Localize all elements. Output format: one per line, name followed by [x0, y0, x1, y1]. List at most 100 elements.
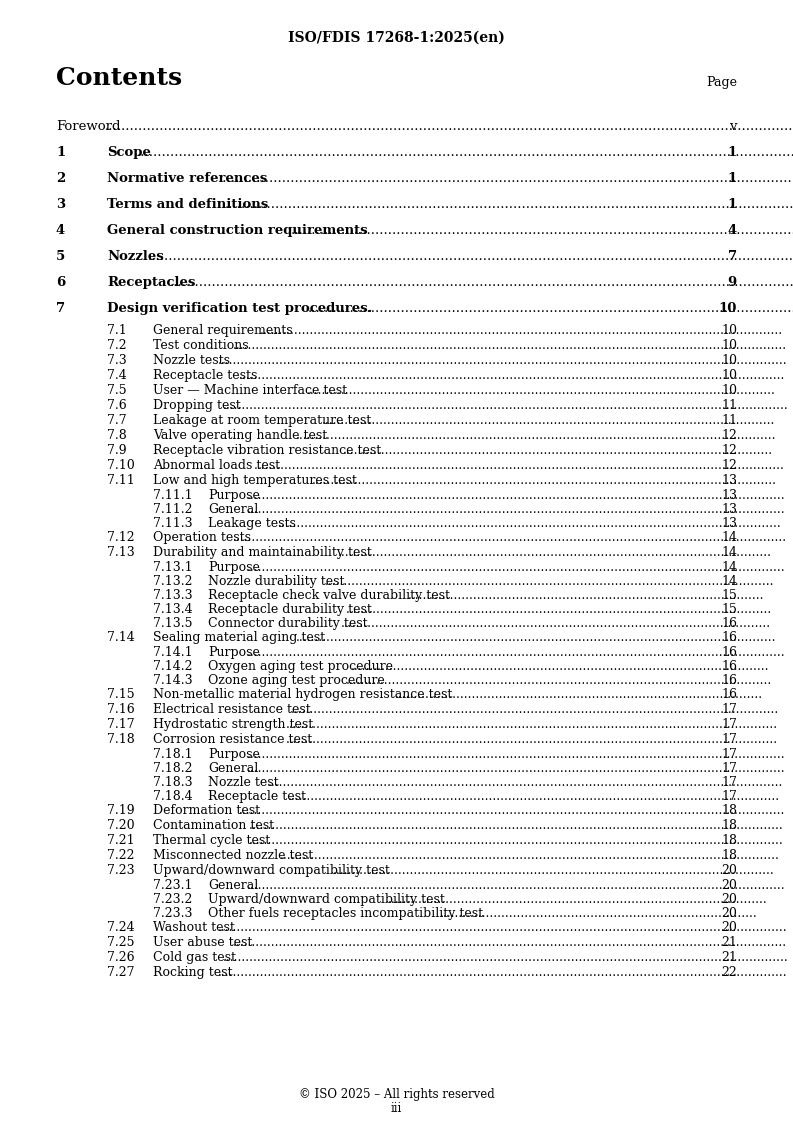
- Text: 20: 20: [721, 907, 737, 920]
- Text: 7.27: 7.27: [107, 966, 135, 980]
- Text: 1: 1: [56, 146, 65, 159]
- Text: Purpose: Purpose: [208, 489, 260, 502]
- Text: 7.24: 7.24: [107, 921, 135, 934]
- Text: 7.14.1: 7.14.1: [153, 646, 193, 659]
- Text: ................................................................................: ........................................…: [291, 703, 779, 716]
- Text: 15: 15: [721, 589, 737, 603]
- Text: Dropping test: Dropping test: [153, 399, 241, 412]
- Text: 13: 13: [721, 503, 737, 516]
- Text: 7.13.5: 7.13.5: [153, 617, 193, 629]
- Text: 17: 17: [721, 790, 737, 803]
- Text: General: General: [208, 503, 259, 516]
- Text: 18: 18: [721, 834, 737, 847]
- Text: Receptacles: Receptacles: [107, 276, 195, 289]
- Text: 7.9: 7.9: [107, 444, 127, 457]
- Text: 7.18.4: 7.18.4: [153, 790, 193, 803]
- Text: 7.14.2: 7.14.2: [153, 660, 193, 673]
- Text: 7: 7: [56, 302, 65, 315]
- Text: 20: 20: [721, 893, 737, 905]
- Text: ................................................................................: ........................................…: [170, 276, 793, 289]
- Text: 12: 12: [721, 429, 737, 442]
- Text: 14: 14: [721, 546, 737, 559]
- Text: Nozzles: Nozzles: [107, 250, 163, 263]
- Text: 16: 16: [721, 688, 737, 701]
- Text: 7.23.1: 7.23.1: [153, 879, 193, 892]
- Text: 7.3: 7.3: [107, 355, 127, 367]
- Text: ................................................................................: ........................................…: [395, 688, 763, 701]
- Text: ................................................................................: ........................................…: [147, 250, 793, 263]
- Text: iii: iii: [391, 1102, 402, 1115]
- Text: ................................................................................: ........................................…: [247, 561, 785, 574]
- Text: ................................................................................: ........................................…: [259, 324, 783, 337]
- Text: ................................................................................: ........................................…: [136, 146, 793, 159]
- Text: ................................................................................: ........................................…: [312, 473, 776, 487]
- Text: Scope: Scope: [107, 146, 151, 159]
- Text: ................................................................................: ........................................…: [247, 762, 785, 775]
- Text: ................................................................................: ........................................…: [247, 489, 785, 502]
- Text: ................................................................................: ........................................…: [343, 444, 773, 457]
- Text: 7.25: 7.25: [107, 936, 135, 949]
- Text: 4: 4: [728, 224, 737, 237]
- Text: 17: 17: [721, 776, 737, 789]
- Text: 7.1: 7.1: [107, 324, 127, 337]
- Text: Cold gas test: Cold gas test: [153, 951, 236, 964]
- Text: ................................................................................: ........................................…: [247, 503, 785, 516]
- Text: ................................................................................: ........................................…: [217, 355, 787, 367]
- Text: ISO/FDIS 17268-1:2025(en): ISO/FDIS 17268-1:2025(en): [288, 31, 505, 45]
- Text: 7.11.3: 7.11.3: [153, 517, 193, 530]
- Text: 21: 21: [721, 936, 737, 949]
- Text: 4: 4: [56, 224, 65, 237]
- Text: 14: 14: [721, 561, 737, 574]
- Text: 7.12: 7.12: [107, 531, 135, 544]
- Text: Electrical resistance test: Electrical resistance test: [153, 703, 311, 716]
- Text: 20: 20: [721, 864, 737, 877]
- Text: Receptacle vibration resistance test: Receptacle vibration resistance test: [153, 444, 381, 457]
- Text: ................................................................................: ........................................…: [346, 603, 772, 616]
- Text: 17: 17: [721, 748, 737, 761]
- Text: 10: 10: [721, 324, 737, 337]
- Text: 7.2: 7.2: [107, 339, 127, 352]
- Text: 20: 20: [721, 879, 737, 892]
- Text: Abnormal loads test: Abnormal loads test: [153, 459, 280, 472]
- Text: Misconnected nozzle test: Misconnected nozzle test: [153, 849, 313, 862]
- Text: User abuse test: User abuse test: [153, 936, 252, 949]
- Text: General: General: [208, 762, 259, 775]
- Text: ................................................................................: ........................................…: [285, 718, 778, 732]
- Text: Sealing material aging test: Sealing material aging test: [153, 631, 325, 644]
- Text: Connector durability test: Connector durability test: [208, 617, 368, 629]
- Text: Upward/downward compatibility test: Upward/downward compatibility test: [153, 864, 390, 877]
- Text: 16: 16: [721, 631, 737, 644]
- Text: 7.11: 7.11: [107, 473, 135, 487]
- Text: ................................................................................: ........................................…: [247, 879, 785, 892]
- Text: ................................................................................: ........................................…: [439, 907, 757, 920]
- Text: ................................................................................: ........................................…: [332, 864, 774, 877]
- Text: ................................................................................: ........................................…: [285, 733, 778, 746]
- Text: ................................................................................: ........................................…: [340, 617, 771, 629]
- Text: Operation tests: Operation tests: [153, 531, 251, 544]
- Text: 9: 9: [728, 276, 737, 289]
- Text: 3: 3: [56, 197, 65, 211]
- Text: ................................................................................: ........................................…: [308, 302, 793, 315]
- Text: 7.13.2: 7.13.2: [153, 574, 193, 588]
- Text: 15: 15: [721, 603, 737, 616]
- Text: 1: 1: [728, 197, 737, 211]
- Text: 7.20: 7.20: [107, 819, 135, 833]
- Text: 10: 10: [721, 384, 737, 397]
- Text: 7.19: 7.19: [107, 804, 135, 817]
- Text: Upward/downward compatibility test: Upward/downward compatibility test: [208, 893, 445, 905]
- Text: ................................................................................: ........................................…: [291, 224, 793, 237]
- Text: Contamination test: Contamination test: [153, 819, 274, 833]
- Text: 18: 18: [721, 804, 737, 817]
- Text: ................................................................................: ........................................…: [105, 120, 793, 134]
- Text: 10: 10: [721, 355, 737, 367]
- Text: Contents: Contents: [56, 66, 182, 90]
- Text: Terms and definitions: Terms and definitions: [107, 197, 268, 211]
- Text: Durability and maintainability test: Durability and maintainability test: [153, 546, 372, 559]
- Text: Rocking test: Rocking test: [153, 966, 232, 980]
- Text: 7.22: 7.22: [107, 849, 135, 862]
- Text: ................................................................................: ........................................…: [239, 369, 785, 381]
- Text: Non-metallic material hydrogen resistance test: Non-metallic material hydrogen resistanc…: [153, 688, 452, 701]
- Text: ................................................................................: ........................................…: [233, 936, 787, 949]
- Text: 7.5: 7.5: [107, 384, 127, 397]
- Text: 7.23.3: 7.23.3: [153, 907, 193, 920]
